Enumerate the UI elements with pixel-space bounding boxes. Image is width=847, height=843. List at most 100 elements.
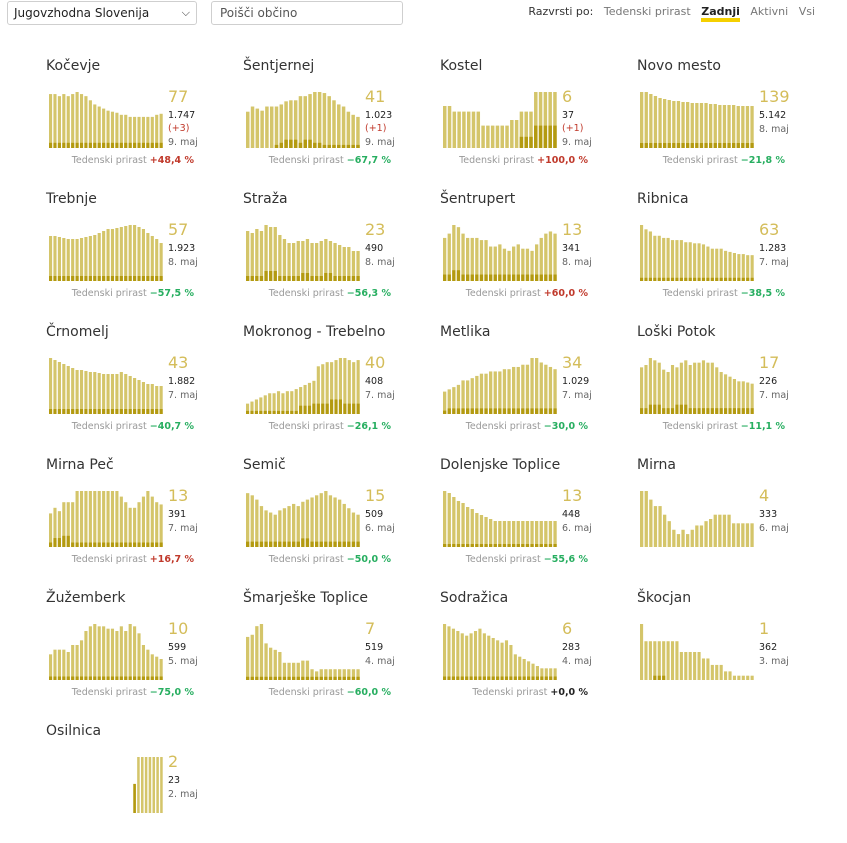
chart-bar-daily <box>106 142 110 148</box>
chart-bar-daily <box>493 408 497 414</box>
municipality-card[interactable]: Kočevje 77 1.747 (+3) 9. maj Tedenski prirast… <box>46 58 216 178</box>
chart-bar <box>250 495 254 547</box>
chart-bar <box>461 380 465 414</box>
municipality-card[interactable]: Kostel 6 37 (+1) 9. maj Tedenski prirast +100… <box>440 58 610 178</box>
chart-bar-daily <box>443 410 447 414</box>
chart-bar-daily <box>724 277 728 281</box>
chart-bar <box>719 372 723 414</box>
municipality-card[interactable]: Osilnica 2 23 2. maj <box>46 723 216 843</box>
cases-chart-svg <box>246 358 360 414</box>
current-count: 34 <box>562 353 583 372</box>
chart-bar-daily <box>553 676 557 680</box>
chart-bar-daily <box>133 542 137 547</box>
chart-bar-daily <box>675 277 679 281</box>
chart-bar <box>657 362 661 414</box>
chart-bar-daily <box>466 544 470 547</box>
chart-bar-daily <box>544 408 548 414</box>
municipality-card[interactable]: Šentjernej 41 1.023 (+1) 9. maj Tedenski prir… <box>243 58 413 178</box>
last-date: 8. maj <box>759 124 789 135</box>
chart-bar <box>137 633 141 680</box>
municipality-name: Novo mesto <box>637 58 721 74</box>
municipality-card[interactable]: Dolenjske Toplice 13 448 6. maj Tedenski pri… <box>440 457 610 577</box>
weekly-growth-label: Tedenski prirast <box>71 421 147 432</box>
chart-bar <box>254 399 258 414</box>
chart-bar <box>722 514 727 547</box>
last-date: 7. maj <box>759 257 789 268</box>
chart-bar-daily <box>296 676 300 680</box>
municipality-card[interactable]: Črnomelj 43 1.882 7. maj Tedenski prirast −4… <box>46 324 216 444</box>
municipality-card[interactable]: Loški Potok 17 226 7. maj Tedenski prirast −… <box>637 324 807 444</box>
chart-bar-daily <box>473 676 478 680</box>
chart-bar-daily <box>491 676 495 680</box>
chart-bar-daily <box>346 144 351 148</box>
chart-bar <box>250 106 255 148</box>
municipality-card[interactable]: Mokronog - Trebelno 40 408 7. maj Tedenski p… <box>243 324 413 444</box>
sort-option-active[interactable]: Aktivni <box>750 5 789 18</box>
chart-bar <box>269 106 274 148</box>
chart-bar <box>540 668 544 680</box>
chart-bar-daily <box>278 541 282 547</box>
chart-bar <box>516 366 520 414</box>
chart-bar <box>670 365 675 414</box>
weekly-growth: Tedenski prirast −40,7 % <box>72 421 194 432</box>
sort-option-all[interactable]: Vsi <box>798 5 815 18</box>
chart-bar <box>259 397 263 414</box>
chart-bar <box>530 250 534 281</box>
municipality-card[interactable]: Žužemberk 10 599 5. maj Tedenski prirast −75… <box>46 590 216 710</box>
municipality-card[interactable]: Šentrupert 13 341 8. maj Tedenski prirast +6… <box>440 191 610 311</box>
sort-option-weekly[interactable]: Tedenski prirast <box>603 5 691 18</box>
municipality-card[interactable]: Škocjan 1 362 3. maj <box>637 590 807 710</box>
chart-bar <box>456 631 460 680</box>
chart-bar-daily <box>693 408 697 414</box>
chart-bar <box>470 509 474 547</box>
chart-bar <box>57 362 61 414</box>
chart-bar <box>475 513 479 547</box>
total-count: 448 <box>562 509 581 520</box>
chart-bar <box>548 521 553 547</box>
chart-bar <box>115 374 119 414</box>
last-date: 3. maj <box>759 656 789 667</box>
chart-bar <box>704 521 708 547</box>
chart-bar-daily <box>509 676 513 680</box>
chart-bar <box>71 502 75 547</box>
weekly-growth: Tedenski prirast −38,5 % <box>663 288 785 299</box>
chart-bar <box>124 374 128 414</box>
chart-bar-daily <box>137 409 141 414</box>
municipality-card[interactable]: Metlika 34 1.029 7. maj Tedenski prirast −30… <box>440 324 610 444</box>
chart-bar-daily <box>718 143 722 148</box>
municipality-card[interactable]: Sodražica 6 283 4. maj Tedenski prirast +0,0… <box>440 590 610 710</box>
municipality-card[interactable]: Novo mesto 139 5.142 8. maj Tedenski prirast… <box>637 58 807 178</box>
chart-bar <box>732 253 736 281</box>
municipality-card[interactable]: Semič 15 509 6. maj Tedenski prirast −50,0 % <box>243 457 413 577</box>
municipality-card[interactable]: Šmarješke Toplice 7 519 4. maj Tedenski prir… <box>243 590 413 710</box>
chart-bar-daily <box>663 143 667 148</box>
chart-bar <box>466 111 471 148</box>
municipality-card[interactable]: Mirna Peč 13 391 7. maj Tedenski prirast +16… <box>46 457 216 577</box>
chart-bar-daily <box>303 405 307 414</box>
chart-bar <box>255 499 259 547</box>
chart-bar-daily <box>57 676 61 680</box>
chart-bar-daily <box>310 541 314 547</box>
chart-bar <box>715 248 719 281</box>
cases-chart-svg <box>640 358 754 414</box>
chart-bar-daily <box>535 676 539 680</box>
last-date: 7. maj <box>365 390 395 401</box>
chart-bar <box>356 360 360 414</box>
chart-bar <box>71 368 75 414</box>
chart-bar-daily <box>66 142 70 148</box>
chart-bar <box>535 358 539 414</box>
chart-bar-daily <box>719 408 723 414</box>
sort-option-latest[interactable]: Zadnji <box>701 5 740 22</box>
municipality-card[interactable]: Straža 23 490 8. maj Tedenski prirast −56,3 … <box>243 191 413 311</box>
municipality-card[interactable]: Mirna 4 333 6. maj <box>637 457 807 577</box>
chart-bar-daily <box>332 144 336 148</box>
municipality-card[interactable]: Ribnica 63 1.283 7. maj Tedenski prirast −38… <box>637 191 807 311</box>
region-select[interactable]: Jugovzhodna Slovenija ⌵ <box>7 1 197 25</box>
chart-bar-daily <box>535 274 539 281</box>
chart-bar <box>688 242 692 281</box>
search-input[interactable] <box>211 1 403 25</box>
chart-bar-daily <box>57 276 61 281</box>
municipality-card[interactable]: Trebnje 57 1.923 8. maj Tedenski prirast −57… <box>46 191 216 311</box>
municipality-name: Trebnje <box>46 191 97 207</box>
chart-bar <box>71 239 75 281</box>
